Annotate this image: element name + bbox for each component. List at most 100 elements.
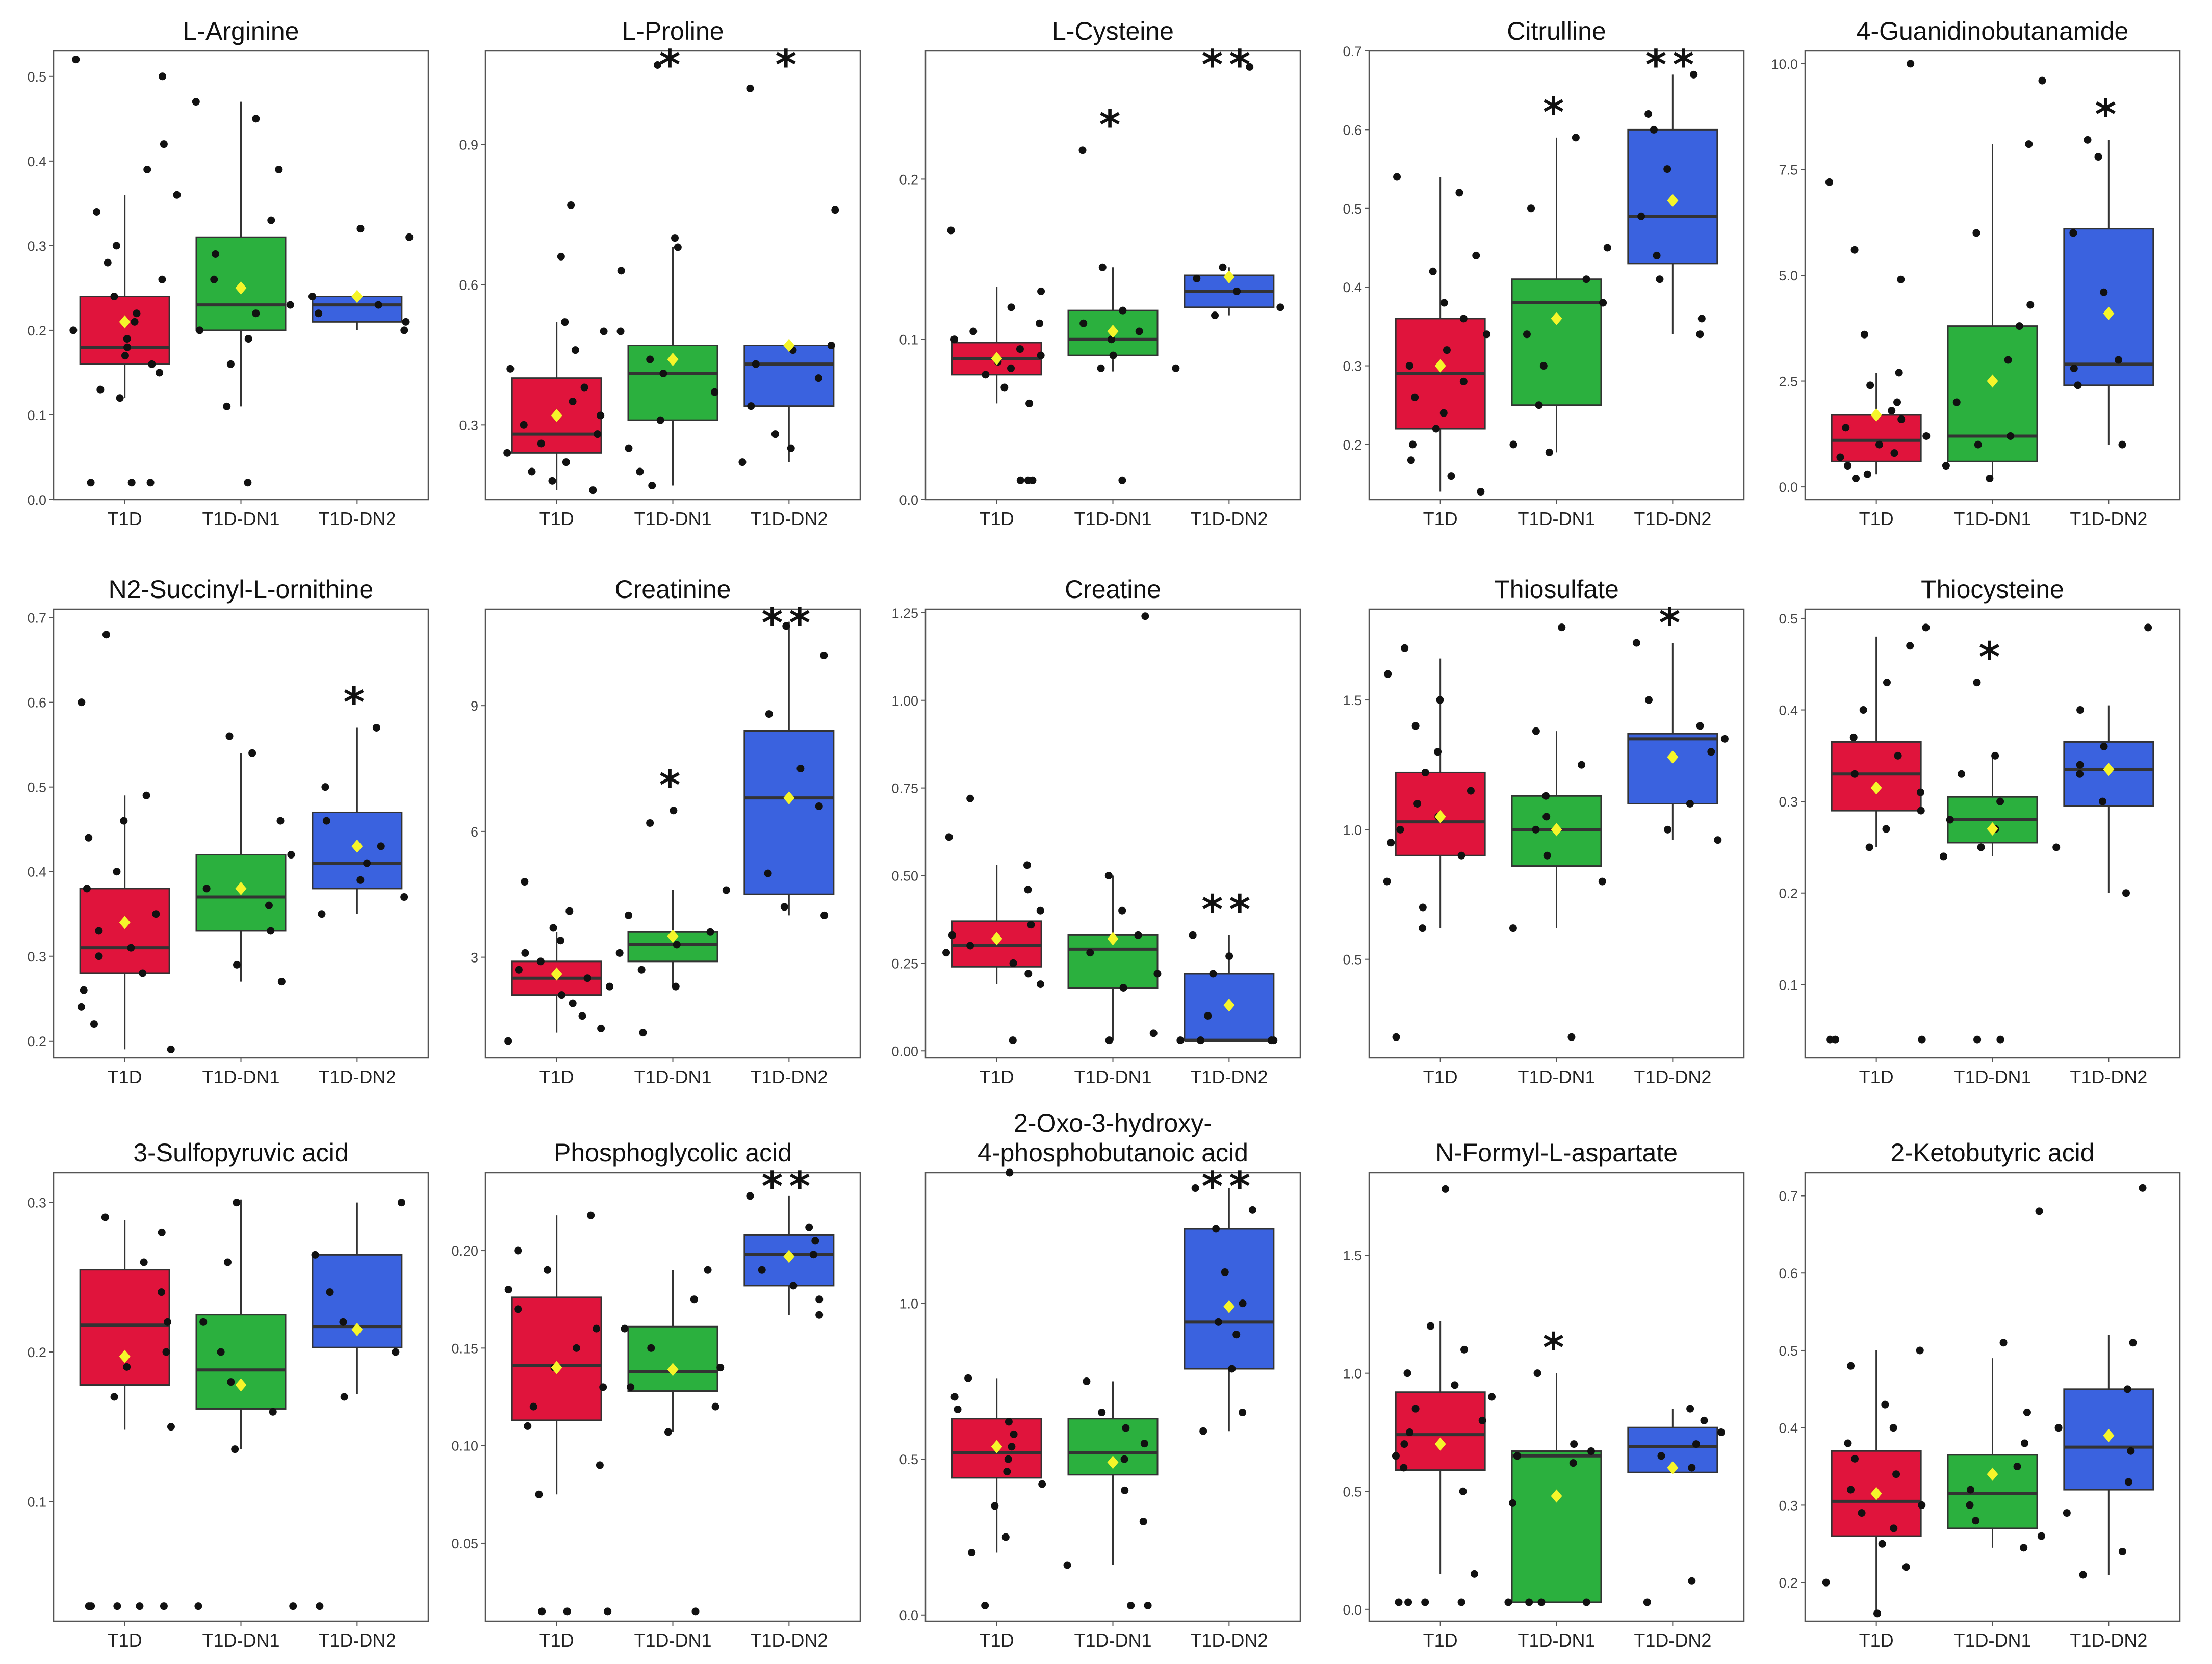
box-t1d-dn1: [1940, 679, 2038, 1044]
box-t1d-dn1: [195, 732, 295, 986]
data-point: [1523, 330, 1531, 339]
chart-title: Citrulline: [1507, 17, 1606, 45]
box-t1d-dn1: [1067, 146, 1159, 484]
data-point: [625, 444, 633, 452]
significance-marker: *: [343, 679, 371, 726]
data-point: [1063, 1561, 1071, 1569]
chart-title-line: 2-Ketobutyric acid: [1890, 1138, 2094, 1167]
box-t1d: [504, 878, 614, 1045]
y-tick-label: 0.25: [891, 956, 918, 971]
x-category-label: T1D: [980, 1067, 1014, 1087]
panel-thiosulfate: Thiosulfate 0.5 1.0 1.5 T1D T1D-DN1 T1D-DN2 *: [1343, 575, 1745, 1087]
data-point: [2123, 1385, 2131, 1393]
data-point: [1952, 398, 1961, 406]
data-point: [1001, 1533, 1010, 1541]
data-point: [1036, 980, 1044, 989]
mean-marker: [1987, 822, 1998, 836]
data-point: [1038, 1480, 1046, 1488]
x-category-label: T1D-DN1: [1517, 1630, 1595, 1651]
box-t1d-dn1: [1509, 134, 1611, 456]
data-point: [1467, 787, 1475, 795]
y-tick-label: 2.5: [1779, 374, 1798, 389]
data-point: [1421, 768, 1429, 776]
data-point: [311, 1251, 319, 1259]
x-category-label: T1D-DN1: [1517, 1067, 1595, 1087]
data-point: [77, 1003, 85, 1011]
iqr-box: [1947, 1454, 2038, 1529]
panel-creatine: Creatine 0.00 0.25 0.50 0.75 1.00 1.25 T1D T1D-D…: [891, 575, 1301, 1087]
data-point: [212, 250, 220, 258]
box-t1d-dn1: [1942, 76, 2046, 482]
data-point: [1109, 351, 1117, 359]
data-point: [1432, 425, 1440, 433]
data-point: [1567, 1033, 1576, 1041]
data-point: [1996, 797, 2004, 805]
data-point: [2100, 288, 2108, 296]
box-t1d-dn1: [1509, 623, 1606, 1041]
iqr-box: [743, 730, 835, 895]
data-point: [252, 115, 260, 123]
y-tick-label: 1.5: [1343, 693, 1362, 708]
data-point: [158, 275, 166, 283]
data-point: [1478, 1416, 1486, 1424]
y-tick-label: 6: [471, 824, 478, 840]
data-point: [1419, 903, 1427, 912]
data-point: [217, 1348, 225, 1356]
data-point: [1686, 1405, 1694, 1413]
data-point: [617, 267, 625, 275]
data-point: [1578, 761, 1586, 769]
data-point: [1120, 1455, 1128, 1463]
iqr-box: [1511, 1450, 1602, 1603]
data-point: [1918, 1501, 1926, 1509]
data-point: [1024, 476, 1032, 484]
data-point: [1016, 476, 1024, 484]
x-category-label: T1D: [1423, 1067, 1458, 1087]
data-point: [142, 791, 150, 799]
data-point: [765, 710, 773, 718]
data-point: [1037, 351, 1045, 359]
data-point: [1922, 432, 1931, 440]
data-point: [1850, 1454, 1859, 1463]
data-point: [945, 833, 953, 841]
data-point: [1508, 1499, 1516, 1507]
y-tick-label: 1.0: [1343, 822, 1362, 838]
data-point: [1004, 1455, 1012, 1463]
data-point: [1239, 1299, 1247, 1308]
data-point: [982, 371, 990, 379]
data-point: [1233, 287, 1241, 295]
box-t1d: [950, 1168, 1046, 1609]
data-point: [1632, 639, 1640, 647]
data-point: [1858, 1509, 1866, 1517]
data-point: [2115, 356, 2123, 364]
x-category-label: T1D-DN1: [1517, 508, 1595, 529]
data-point: [1413, 800, 1422, 808]
data-point: [1509, 924, 1517, 932]
data-point: [670, 807, 678, 815]
box-t1d: [69, 56, 181, 487]
box-t1d: [503, 201, 608, 495]
significance-marker: *: [775, 41, 803, 89]
box-t1d-dn2: [1627, 1405, 1725, 1606]
data-point: [116, 394, 124, 402]
data-point: [738, 458, 747, 466]
y-tick-label: 0.3: [27, 239, 46, 254]
mean-marker: [1223, 270, 1235, 284]
data-point: [1836, 453, 1844, 461]
data-point: [252, 309, 260, 318]
iqr-box: [1627, 733, 1718, 805]
mean-marker: [119, 916, 131, 929]
mean-marker: [667, 1363, 679, 1376]
data-point: [1429, 267, 1437, 275]
data-point: [1149, 1029, 1158, 1037]
iqr-box: [79, 296, 170, 365]
data-point: [2015, 322, 2023, 330]
data-point: [1657, 1452, 1665, 1460]
data-point: [1144, 1601, 1152, 1609]
data-point: [706, 928, 714, 936]
box-t1d-dn1: [621, 1266, 725, 1616]
data-point: [1427, 1322, 1435, 1330]
data-point: [1401, 644, 1409, 652]
data-point: [1717, 1428, 1725, 1436]
y-tick-label: 0.00: [891, 1044, 918, 1059]
panel-2-oxo-3-hydroxy-4-phosphobutanoic-acid: 2-Oxo-3-hydroxy-4-phosphobutanoic acid 0.…: [899, 1109, 1301, 1651]
